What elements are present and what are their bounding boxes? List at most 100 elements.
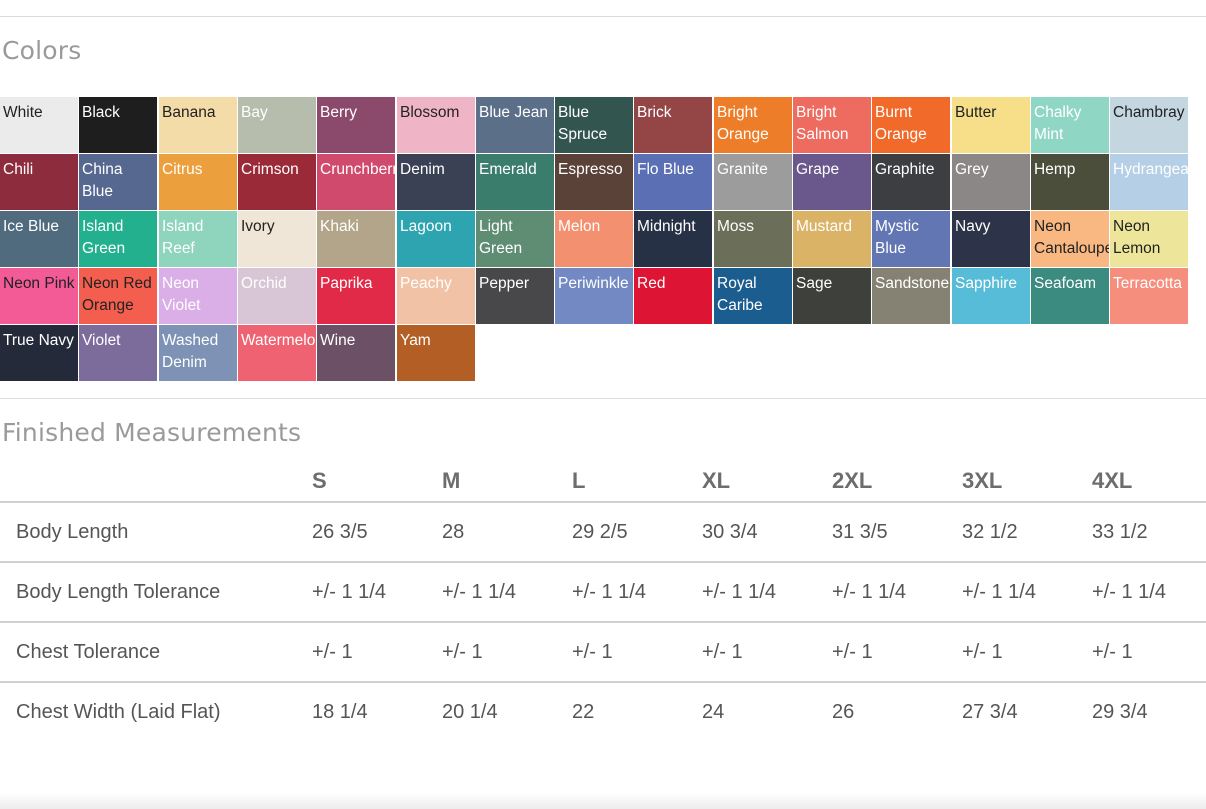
color-swatch-label: Neon Lemon <box>1113 218 1161 257</box>
color-swatch[interactable]: Bay <box>238 97 316 153</box>
color-swatch[interactable]: Blue Jean <box>476 97 554 153</box>
color-swatch[interactable]: Hemp <box>1031 154 1109 210</box>
top-divider <box>0 16 1206 17</box>
color-swatch[interactable]: Island Reef <box>159 211 237 267</box>
color-swatch-label: Bright Salmon <box>796 104 849 143</box>
color-swatch[interactable]: Burnt Orange <box>872 97 950 153</box>
color-swatch[interactable]: Chambray <box>1110 97 1188 153</box>
color-swatch[interactable]: Royal Caribe <box>714 268 792 324</box>
color-swatch-label: Orchid <box>241 275 287 292</box>
color-swatch[interactable]: Melon <box>555 211 633 267</box>
color-swatch-label: Butter <box>955 104 997 121</box>
color-swatch[interactable]: Island Green <box>79 211 157 267</box>
color-swatch[interactable]: Graphite <box>872 154 950 210</box>
table-cell: +/- 1 <box>572 622 702 683</box>
color-swatch[interactable]: Brick <box>634 97 712 153</box>
color-swatch-label: Ice Blue <box>3 218 60 235</box>
color-swatch[interactable]: Sandstone <box>872 268 950 324</box>
color-swatch[interactable]: White <box>0 97 78 153</box>
color-swatch[interactable]: Peachy <box>397 268 475 324</box>
color-swatch-label: Hemp <box>1034 161 1076 178</box>
color-swatch[interactable]: Espresso <box>555 154 633 210</box>
color-swatch[interactable]: Terracotta <box>1110 268 1188 324</box>
color-swatch[interactable]: Black <box>79 97 157 153</box>
color-swatch-grid: White Black Banana Bay Berry Blossom Blue Jean… <box>0 97 1206 381</box>
color-swatch[interactable]: Yam <box>397 325 475 381</box>
color-swatch[interactable]: Ivory <box>238 211 316 267</box>
size-header-3xl: 3XL <box>962 461 1092 503</box>
color-swatch[interactable]: Sage <box>793 268 871 324</box>
table-cell: 33 1/2 <box>1092 502 1206 563</box>
table-row-body-length-tolerance: Body Length Tolerance +/- 1 1/4 +/- 1 1/… <box>0 562 1206 623</box>
color-swatch[interactable]: Bright Salmon <box>793 97 871 153</box>
table-cell: 31 3/5 <box>832 502 962 563</box>
size-header-4xl: 4XL <box>1092 461 1206 503</box>
color-swatch[interactable]: Grey <box>952 154 1030 210</box>
color-swatch[interactable]: Ice Blue <box>0 211 78 267</box>
color-swatch[interactable]: Crimson <box>238 154 316 210</box>
color-swatch[interactable]: Citrus <box>159 154 237 210</box>
color-swatch[interactable]: Red <box>634 268 712 324</box>
color-swatch[interactable]: Neon Violet <box>159 268 237 324</box>
color-swatch[interactable]: Emerald <box>476 154 554 210</box>
color-swatch[interactable]: Denim <box>397 154 475 210</box>
color-swatch[interactable]: Neon Lemon <box>1110 211 1188 267</box>
color-swatch[interactable]: Blossom <box>397 97 475 153</box>
color-swatch[interactable]: Washed Denim <box>159 325 237 381</box>
color-swatch[interactable]: Light Green <box>476 211 554 267</box>
color-swatch-label: Graphite <box>875 161 935 178</box>
table-cell: +/- 1 1/4 <box>572 562 702 623</box>
color-swatch[interactable]: Flo Blue <box>634 154 712 210</box>
size-header-m: M <box>442 461 572 503</box>
color-swatch[interactable]: Wine <box>317 325 395 381</box>
color-swatch-label: Watermelon <box>241 332 316 349</box>
color-swatch-label: Grape <box>796 161 840 178</box>
color-swatch-label: Black <box>82 104 120 121</box>
color-swatch[interactable]: Chili <box>0 154 78 210</box>
color-swatch[interactable]: Violet <box>79 325 157 381</box>
table-cell: 29 3/4 <box>1092 700 1148 723</box>
color-swatch[interactable]: Seafoam <box>1031 268 1109 324</box>
color-swatch[interactable]: Pepper <box>476 268 554 324</box>
color-swatch[interactable]: Neon Pink <box>0 268 78 324</box>
color-swatch[interactable]: Watermelon <box>238 325 316 381</box>
color-swatch[interactable]: Banana <box>159 97 237 153</box>
color-swatch[interactable]: Neon Cantaloupe <box>1031 211 1109 267</box>
table-cell: +/- 1 <box>1092 622 1206 683</box>
color-swatch[interactable]: Orchid <box>238 268 316 324</box>
color-swatch[interactable]: Navy <box>952 211 1030 267</box>
color-swatch[interactable]: Butter <box>952 97 1030 153</box>
color-swatch[interactable]: Mustard <box>793 211 871 267</box>
color-swatch[interactable]: Crunchberry <box>317 154 395 210</box>
color-swatch[interactable]: Paprika <box>317 268 395 324</box>
color-swatch[interactable]: China Blue <box>79 154 157 210</box>
color-swatch[interactable]: Moss <box>714 211 792 267</box>
color-swatch[interactable]: Periwinkle <box>555 268 633 324</box>
color-swatch[interactable]: Lagoon <box>397 211 475 267</box>
table-row-chest-width: Chest Width (Laid Flat) 18 1/4 20 1/4 22… <box>0 682 1206 741</box>
color-swatch[interactable]: Bright Orange <box>714 97 792 153</box>
color-swatch[interactable]: Midnight <box>634 211 712 267</box>
color-swatch[interactable]: True Navy <box>0 325 78 381</box>
color-swatch[interactable]: Sapphire <box>952 268 1030 324</box>
color-swatch-label: Espresso <box>558 161 623 178</box>
size-header-row: S M L XL 2XL 3XL 4XL <box>0 461 1206 503</box>
color-swatch[interactable]: Neon Red Orange <box>79 268 157 324</box>
color-swatch-label: Chambray <box>1113 104 1185 121</box>
color-swatch[interactable]: Granite <box>714 154 792 210</box>
color-swatch[interactable]: Khaki <box>317 211 395 267</box>
table-cell: +/- 1 1/4 <box>832 562 962 623</box>
color-swatch[interactable]: Blue Spruce <box>555 97 633 153</box>
color-swatch-label: Light Green <box>479 218 523 257</box>
color-swatch-label: Navy <box>955 218 991 235</box>
table-cell: 26 3/5 <box>312 502 442 563</box>
color-swatch-label: Hydrangea <box>1113 161 1188 178</box>
color-swatch[interactable]: Berry <box>317 97 395 153</box>
color-swatch-label: Washed Denim <box>162 332 219 371</box>
color-swatch[interactable]: Mystic Blue <box>872 211 950 267</box>
color-swatch-label: Grey <box>955 161 989 178</box>
color-swatch[interactable]: Chalky Mint <box>1031 97 1109 153</box>
color-swatch[interactable]: Grape <box>793 154 871 210</box>
color-swatch[interactable]: Hydrangea <box>1110 154 1188 210</box>
table-row-chest-tolerance: Chest Tolerance +/- 1 +/- 1 +/- 1 +/- 1 … <box>0 622 1206 683</box>
